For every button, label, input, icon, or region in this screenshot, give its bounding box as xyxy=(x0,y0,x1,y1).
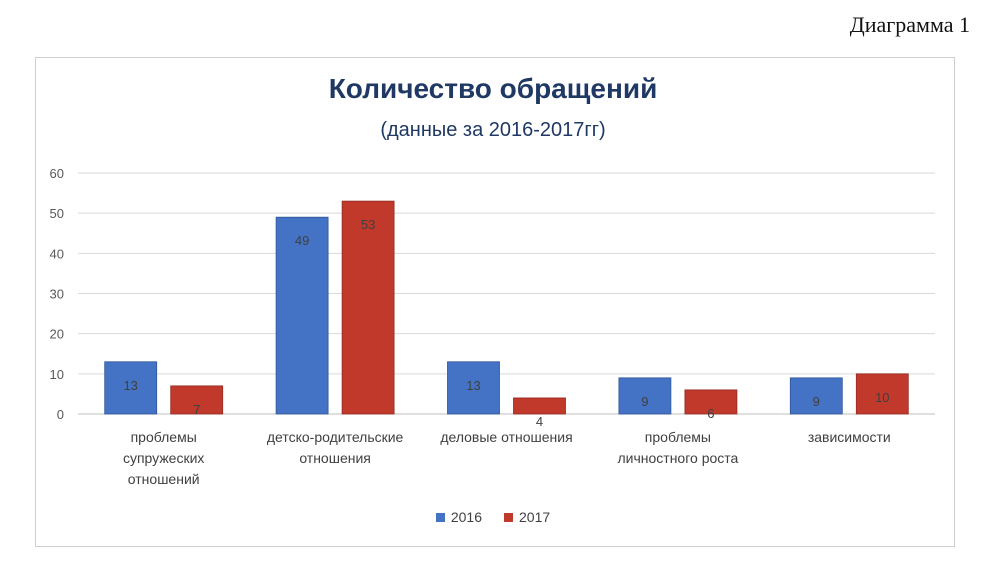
x-tick-label-3-line-0: проблемы xyxy=(645,429,711,445)
bar-2016-0 xyxy=(104,361,158,415)
bar-2017-1 xyxy=(341,200,395,415)
x-tick-label-2-line-0: деловые отношения xyxy=(440,429,572,445)
bar-2016-3 xyxy=(618,377,672,415)
legend-item-2016: 2016 xyxy=(435,509,482,525)
chart-title: Количество обращений xyxy=(328,73,658,104)
data-label-2016-0: 13 xyxy=(123,378,137,393)
bar-2017-0 xyxy=(170,385,224,415)
data-label-2016-3: 9 xyxy=(641,394,648,409)
data-label-2017-1: 53 xyxy=(361,217,375,232)
y-tick-label-30: 30 xyxy=(50,287,64,302)
data-label-2017-3: 6 xyxy=(707,406,714,421)
x-tick-label-1-line-1: отношения xyxy=(299,450,371,466)
legend-label-2016: 2016 xyxy=(450,509,482,525)
data-label-2017-4: 10 xyxy=(875,390,889,405)
bar-2017-4 xyxy=(855,373,909,415)
y-tick-label-40: 40 xyxy=(50,246,64,261)
data-label-2016-2: 13 xyxy=(466,378,480,393)
x-tick-label-4-line-0: зависимости xyxy=(808,429,891,445)
legend-label-2017: 2017 xyxy=(519,509,551,525)
y-tick-label-0: 0 xyxy=(57,407,64,422)
chart-legend: 2016 2017 xyxy=(0,509,986,525)
data-label-2016-1: 49 xyxy=(295,233,309,248)
y-tick-label-10: 10 xyxy=(50,367,64,382)
y-tick-label-20: 20 xyxy=(50,327,64,342)
x-tick-label-1-line-0: детско-родительские xyxy=(267,429,404,445)
data-label-2017-0: 7 xyxy=(193,402,200,417)
data-label-2017-2: 4 xyxy=(536,414,543,429)
y-tick-label-60: 60 xyxy=(50,166,64,181)
x-tick-label-0-line-2: отношений xyxy=(128,471,200,487)
data-label-2016-4: 9 xyxy=(813,394,820,409)
diagram-caption: Диаграмма 1 xyxy=(849,12,970,37)
legend-swatch-2016 xyxy=(435,512,445,522)
legend-swatch-2017 xyxy=(504,512,513,522)
bar-2016-2 xyxy=(447,361,500,415)
x-tick-label-0-line-0: проблемы xyxy=(131,429,197,445)
legend-item-2017: 2017 xyxy=(504,509,550,525)
bar-2017-2 xyxy=(513,397,566,415)
bar-2016-1 xyxy=(275,216,329,415)
x-tick-label-0-line-1: супружеских xyxy=(123,450,204,466)
bar-2017-3 xyxy=(684,389,738,415)
chart-frame xyxy=(35,57,955,547)
chart-subtitle: (данные за 2016-2017гг) xyxy=(380,119,606,141)
bar-2016-4 xyxy=(789,377,843,415)
y-tick-label-50: 50 xyxy=(50,206,64,221)
x-tick-label-3-line-1: личностного роста xyxy=(617,450,738,466)
